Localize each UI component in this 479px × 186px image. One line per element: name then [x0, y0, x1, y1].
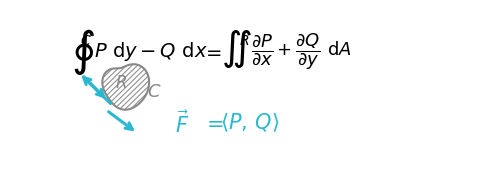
- Text: $R$: $R$: [239, 34, 249, 48]
- Text: $\vec{F}$: $\vec{F}$: [174, 110, 189, 137]
- Polygon shape: [103, 64, 149, 110]
- Text: $P\ \mathrm{d}y - Q\ \mathrm{d}x$: $P\ \mathrm{d}y - Q\ \mathrm{d}x$: [94, 40, 208, 63]
- Text: $=$: $=$: [203, 43, 223, 61]
- Text: $=$: $=$: [202, 114, 223, 133]
- Text: $\iint$: $\iint$: [221, 28, 252, 70]
- Text: $R$: $R$: [115, 75, 127, 92]
- Text: $C$: $C$: [80, 34, 91, 48]
- Text: $C$: $C$: [148, 83, 162, 101]
- Text: $\dfrac{\partial P}{\partial x} + \dfrac{\partial Q}{\partial y}\ \mathrm{d}A$: $\dfrac{\partial P}{\partial x} + \dfrac…: [251, 31, 351, 72]
- Text: $\langle P,\, Q\rangle$: $\langle P,\, Q\rangle$: [220, 112, 280, 134]
- Text: $\oint$: $\oint$: [71, 27, 95, 77]
- Polygon shape: [103, 64, 149, 110]
